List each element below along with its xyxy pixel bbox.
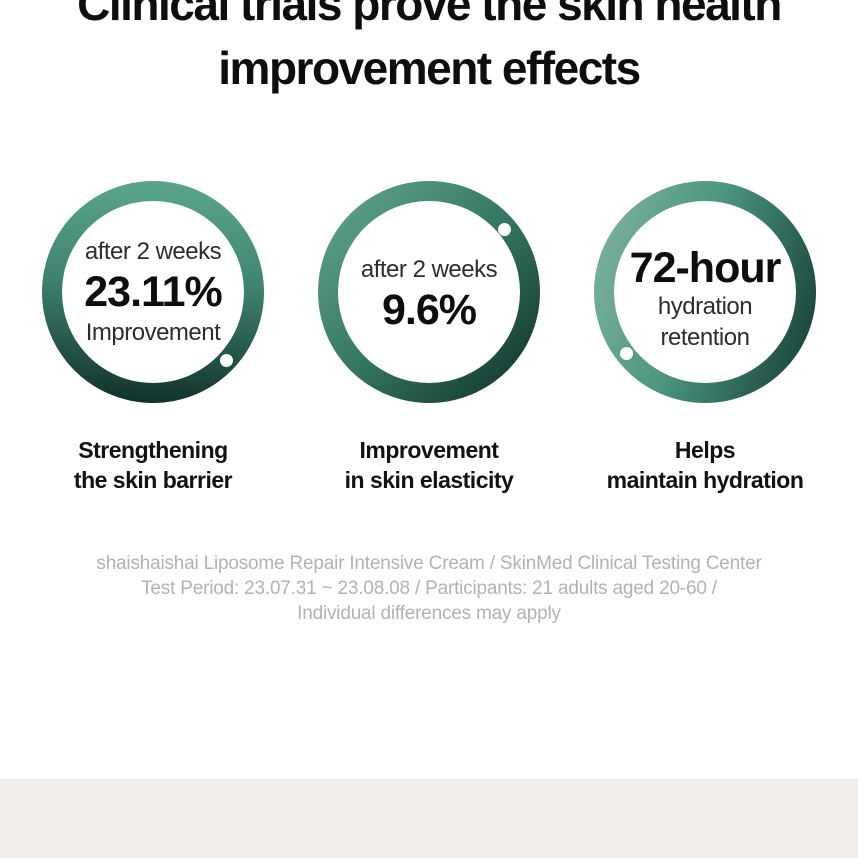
disclaimer-line1: shaishaishai Liposome Repair Intensive C… [96, 553, 762, 574]
stat-label-line1: Improvement [359, 437, 499, 463]
stat-label-line1: Strengthening [78, 437, 228, 463]
stat-value: 23.11% [84, 268, 222, 316]
stat-value: 72-hour [629, 244, 782, 292]
stat-content-hydration: 72-hour hydration retention [594, 181, 816, 403]
bottom-section-divider [0, 779, 858, 858]
ring-dot-icon [220, 354, 233, 367]
page-title-line2: improvement effects [218, 42, 641, 94]
ring-dot-icon [620, 347, 633, 360]
stat-period-text: after 2 weeks [360, 255, 498, 283]
stat-value: 9.6% [381, 285, 477, 334]
stat-sub-text: retention [660, 324, 750, 351]
stat-circle-skin-barrier: after 2 weeks 23.11% Improvement [42, 181, 264, 403]
disclaimer-line2: Test Period: 23.07.31 ~ 23.08.08 / Parti… [141, 578, 717, 599]
ring-dot-icon [498, 223, 511, 236]
ring-inner-disc [614, 201, 796, 383]
stat-unit-text: Improvement [85, 319, 221, 346]
stat-label-line1: Helps [674, 437, 736, 463]
stat-label-line2: the skin barrier [73, 467, 233, 493]
stat-labels-row: Strengthening the skin barrier Improveme… [0, 435, 858, 495]
disclaimer-text: shaishaishai Liposome Repair Intensive C… [0, 551, 858, 626]
stat-circles-row: after 2 weeks 23.11% Improvement after 2… [0, 181, 858, 403]
stat-period-text: after 2 weeks [84, 238, 222, 265]
stat-label-skin-elasticity: Improvement in skin elasticity [318, 435, 540, 495]
stat-sub-text: hydration [657, 293, 753, 320]
stat-label-hydration: Helps maintain hydration [594, 435, 816, 495]
stat-label-line2: maintain hydration [606, 467, 804, 493]
disclaimer-line3: Individual differences may apply [297, 603, 561, 624]
page-title-line1: Clinical trials prove the skin health [77, 0, 782, 30]
page-title: Clinical trials prove the skin health im… [0, 0, 858, 100]
stat-label-skin-barrier: Strengthening the skin barrier [42, 435, 264, 495]
stat-label-line2: in skin elasticity [344, 467, 514, 493]
stat-circle-hydration: 72-hour hydration retention [594, 181, 816, 403]
stat-content-skin-elasticity: after 2 weeks 9.6% [318, 181, 540, 403]
stat-circle-skin-elasticity: after 2 weeks 9.6% [318, 181, 540, 403]
stat-content-skin-barrier: after 2 weeks 23.11% Improvement [42, 181, 264, 403]
ring-inner-disc [338, 201, 520, 383]
ring-inner-disc [62, 201, 244, 383]
